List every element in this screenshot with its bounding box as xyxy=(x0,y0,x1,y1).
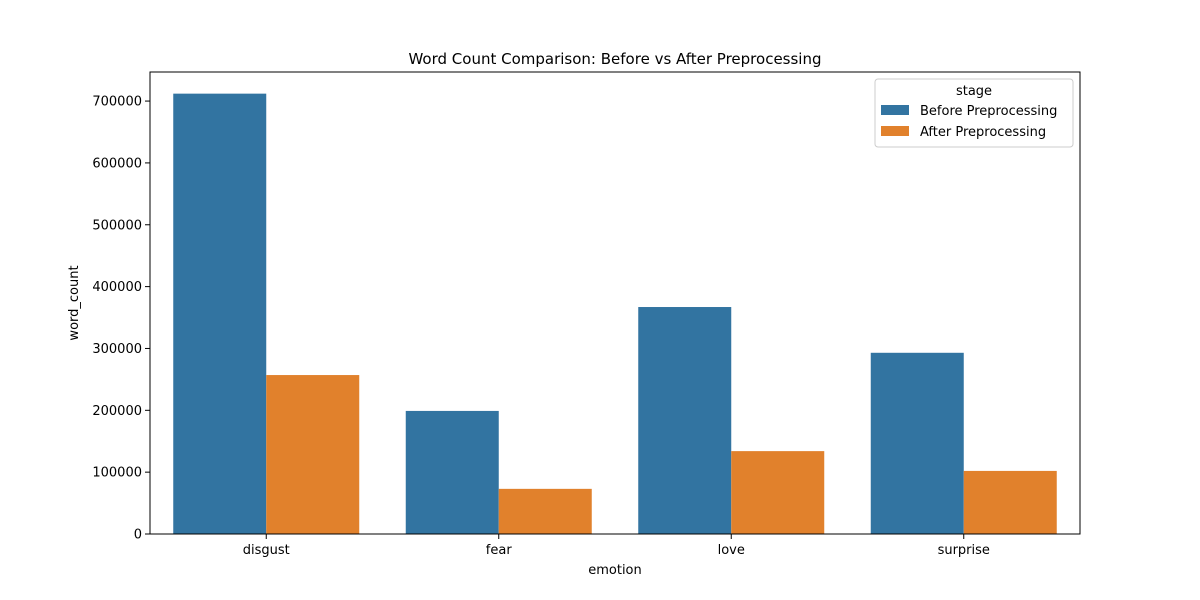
bar-surprise-after xyxy=(963,470,1057,534)
legend-entry-label: After Preprocessing xyxy=(920,125,1046,140)
legend-swatch xyxy=(881,126,909,136)
bar-disgust-after xyxy=(266,375,360,534)
legend: stage Before Preprocessing After Preproces… xyxy=(874,78,1074,148)
plot-area xyxy=(149,71,1081,535)
bar-fear-after xyxy=(498,488,592,534)
y-tick-label: 0 xyxy=(134,528,142,543)
x-tick-label-disgust: disgust xyxy=(243,543,290,558)
bar-surprise-before xyxy=(870,352,964,534)
y-tick-label: 200000 xyxy=(92,404,142,419)
y-axis: 0 100000 200000 300000 400000 500000 600000 700… xyxy=(92,95,150,543)
x-tick-label-love: love xyxy=(718,543,745,558)
x-axis: disgust fear love surprise xyxy=(243,534,990,558)
x-axis-label: emotion xyxy=(588,563,642,578)
bar-love-before xyxy=(638,307,732,534)
y-tick-label: 300000 xyxy=(92,342,142,357)
y-tick-label: 700000 xyxy=(92,95,142,110)
x-tick-label-surprise: surprise xyxy=(938,543,990,558)
bar-fear-before xyxy=(405,410,499,534)
y-axis-label: word_count xyxy=(67,265,82,340)
legend-box xyxy=(874,78,1074,148)
y-tick-label: 500000 xyxy=(92,218,142,233)
bar-love-after xyxy=(731,451,825,534)
bar-disgust-before xyxy=(173,93,267,535)
y-tick-label: 100000 xyxy=(92,466,142,481)
x-tick-label-fear: fear xyxy=(486,543,513,558)
legend-swatch xyxy=(881,105,909,115)
chart-title: Word Count Comparison: Before vs After P… xyxy=(408,50,821,68)
y-tick-label: 600000 xyxy=(92,156,142,171)
legend-title: stage xyxy=(956,84,992,99)
legend-entry-label: Before Preprocessing xyxy=(920,104,1057,119)
plot-frame xyxy=(149,71,1081,535)
y-tick-label: 400000 xyxy=(92,280,142,295)
